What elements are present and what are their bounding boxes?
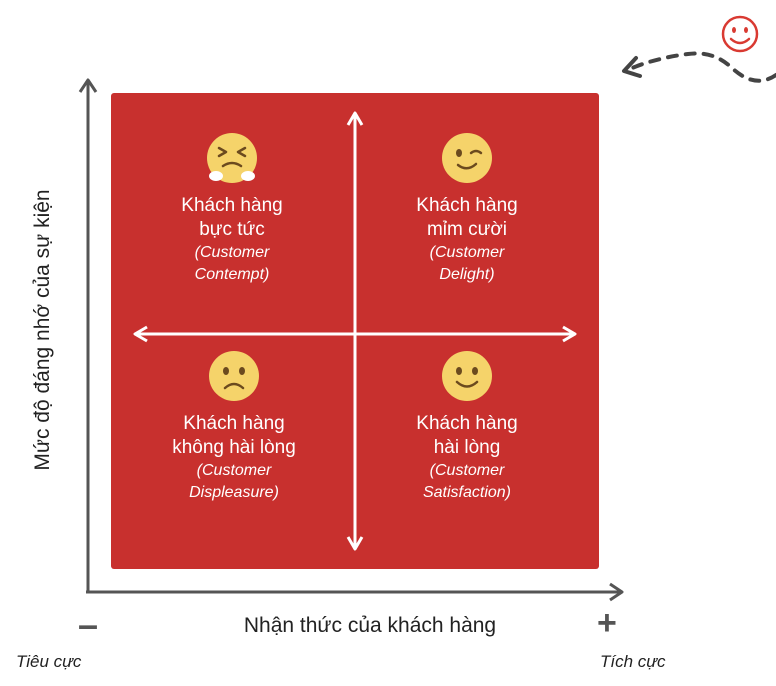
angry-face-icon: [207, 133, 257, 183]
y-axis-label: Mức độ đáng nhớ của sự kiện: [31, 189, 54, 471]
inner-cross-arrows: [133, 111, 577, 551]
quadrant-title-line: không hài lòng: [172, 437, 296, 458]
x-axis-label: Nhận thức của khách hàng: [243, 614, 497, 637]
winking-face-icon: [442, 133, 492, 183]
quadrant-subtitle-line: Delight): [439, 266, 495, 283]
quadrant-subtitle-line: (Customer: [194, 244, 270, 261]
positive-label: Tích cực: [600, 652, 666, 671]
quadrant-subtitle-line: (Customer: [429, 244, 505, 261]
quadrant-title-line: Khách hàng: [183, 413, 285, 434]
quadrant-title-line: hài lòng: [433, 437, 501, 458]
minus-symbol: –: [78, 604, 99, 645]
quadrant-subtitle-line: Satisfaction): [422, 484, 512, 501]
frowning-face-icon: [209, 351, 259, 401]
quadrant-title-line: bực tức: [199, 219, 265, 240]
decorative-corner: [622, 15, 776, 83]
quadrant-customer-contempt: Khách hàng bực tức (Customer Contempt): [122, 132, 342, 286]
quadrant-title-line: Khách hàng: [416, 413, 518, 434]
plus-symbol: +: [597, 604, 617, 642]
smiley-outline-icon: [721, 15, 759, 53]
quadrant-subtitle-line: (Customer: [429, 462, 505, 479]
quadrant-subtitle-line: Contempt): [194, 266, 270, 283]
quadrant-title-line: mỉm cười: [426, 219, 508, 240]
quadrant-title-line: Khách hàng: [416, 195, 518, 216]
quadrant-title-line: Khách hàng: [181, 195, 283, 216]
dashed-curved-arrow-icon: [622, 51, 776, 83]
quadrant-customer-delight: Khách hàng mỉm cười (Customer Delight): [357, 132, 577, 286]
quadrant-subtitle-line: Displeasure): [189, 484, 279, 501]
quadrant-subtitle-line: (Customer: [196, 462, 272, 479]
quadrant-customer-displeasure: Khách hàng không hài lòng (Customer Disp…: [124, 350, 344, 504]
negative-label: Tiêu cực: [16, 652, 82, 671]
smiling-face-icon: [442, 351, 492, 401]
quadrant-customer-satisfaction: Khách hàng hài lòng (Customer Satisfacti…: [357, 350, 577, 504]
